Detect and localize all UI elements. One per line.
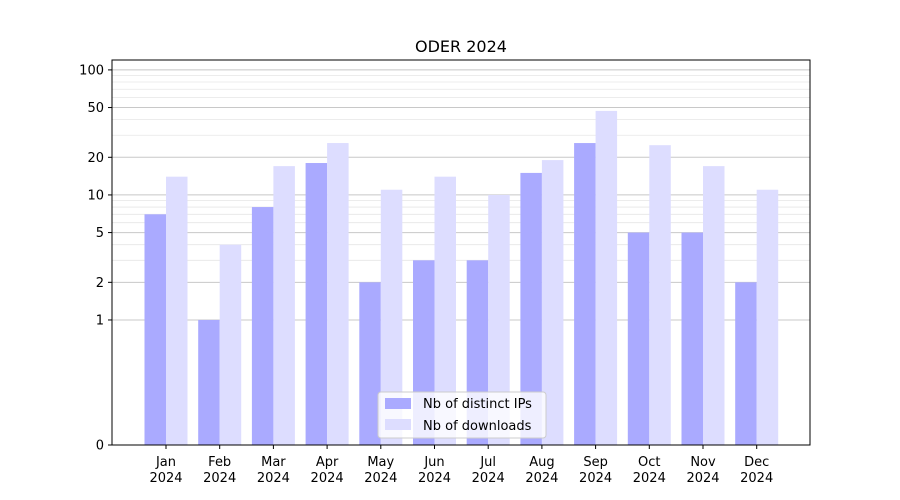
bar-distinct-ips (681, 232, 703, 445)
y-tick-label: 0 (96, 439, 104, 454)
x-tick-label: Sep 2024 (579, 455, 612, 486)
bar-distinct-ips (574, 143, 596, 445)
bars (144, 110, 779, 445)
bar-downloads (434, 176, 456, 445)
bar-distinct-ips (359, 282, 381, 445)
legend-swatch-distinct-ips (385, 398, 411, 409)
bar-distinct-ips (627, 232, 650, 445)
bar-distinct-ips (520, 172, 542, 445)
bar-downloads (541, 160, 564, 445)
x-tick-label: Mar 2024 (257, 455, 290, 486)
x-tick-label: Jun 2024 (418, 455, 451, 486)
x-tick-label: Jan 2024 (149, 455, 182, 486)
x-axis: Jan 2024 Feb 2024 Mar 2024 Apr 2024 May 2024 Jun 20… (149, 445, 773, 486)
bar-distinct-ips (198, 319, 220, 445)
bar-distinct-ips (144, 214, 166, 445)
bar-distinct-ips (251, 207, 274, 445)
y-tick-label: 100 (79, 63, 104, 78)
x-tick-label: Jul 2024 (472, 455, 505, 486)
y-tick-label: 5 (96, 226, 104, 241)
y-tick-label: 1 (96, 313, 104, 328)
x-tick-label: Apr 2024 (311, 455, 344, 486)
bar-downloads (488, 194, 510, 445)
legend-frame (377, 391, 547, 439)
legend: Nb of distinct IPs Nb of downloads (377, 391, 547, 439)
x-tick-label: Oct 2024 (633, 455, 666, 486)
x-tick-label: May 2024 (364, 455, 397, 486)
bar-downloads (756, 189, 779, 445)
y-tick-label: 20 (87, 151, 104, 166)
bar-downloads (273, 166, 295, 445)
plot-area-frame (111, 59, 811, 446)
x-tick-label: Feb 2024 (203, 455, 236, 486)
bar-distinct-ips (735, 282, 757, 445)
x-tick-label: Dec 2024 (740, 455, 773, 486)
bar-distinct-ips (305, 163, 328, 445)
bar-downloads (703, 166, 725, 445)
y-tick-label: 50 (87, 101, 104, 116)
bar-downloads (595, 110, 618, 445)
legend-label-downloads: Nb of downloads (423, 419, 532, 434)
bar-downloads (166, 176, 188, 445)
y-axis: 0 1 2 5 10 20 50 100 (79, 63, 112, 454)
y-tick-label: 2 (96, 276, 104, 291)
bar-downloads (327, 143, 349, 445)
legend-swatch-downloads (385, 419, 411, 430)
bar-downloads (649, 145, 671, 445)
x-tick-label: Nov 2024 (686, 455, 719, 486)
y-tick-label: 10 (87, 188, 104, 203)
bar-downloads (219, 244, 242, 445)
chart-title: ODER 2024 (415, 37, 507, 56)
legend-label-distinct-ips: Nb of distinct IPs (423, 397, 532, 412)
bar-downloads (380, 189, 403, 445)
x-tick-label: Aug 2024 (525, 455, 558, 486)
